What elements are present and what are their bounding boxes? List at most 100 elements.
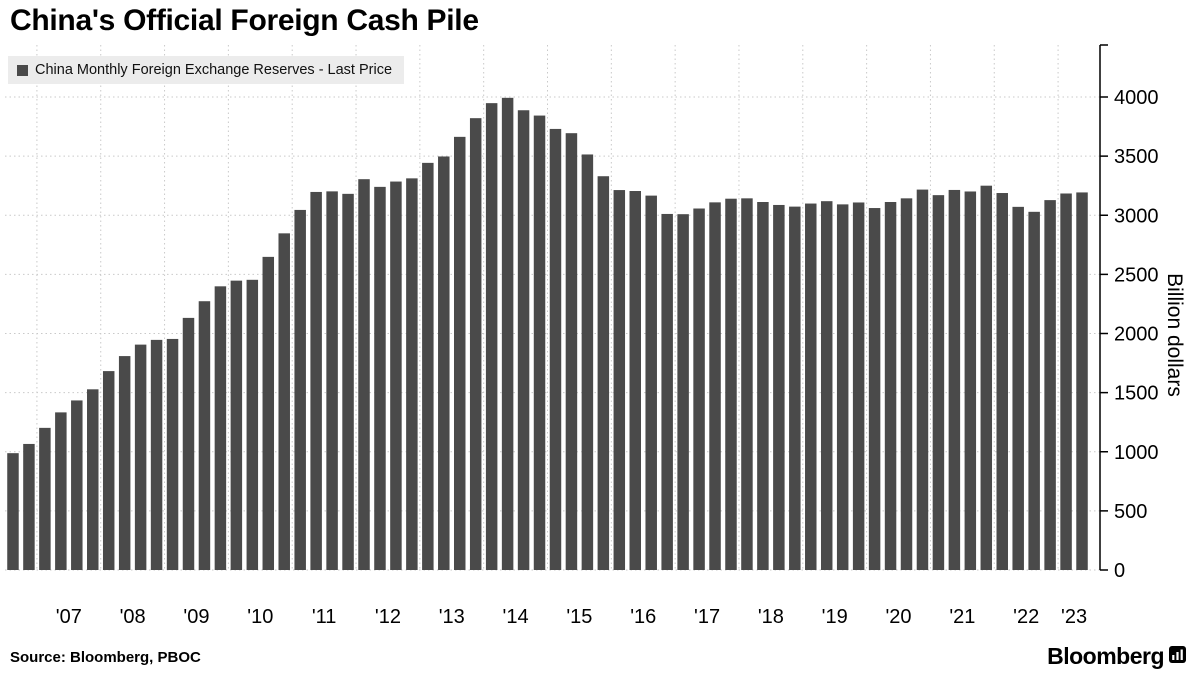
- bar: [342, 193, 354, 571]
- y-axis-tick-label: 500: [1114, 501, 1147, 523]
- bar: [150, 339, 163, 570]
- y-axis-tick-label: 3500: [1114, 146, 1159, 168]
- bloomberg-logo: Bloomberg: [1047, 643, 1186, 670]
- bar: [294, 209, 306, 570]
- bar: [39, 427, 51, 570]
- bar: [246, 279, 259, 570]
- bar: [485, 103, 498, 571]
- bar: [948, 189, 961, 570]
- x-axis-label: '10: [247, 606, 273, 628]
- y-axis-tick-label: 1500: [1114, 383, 1159, 405]
- bar: [677, 214, 689, 571]
- bar: [358, 179, 370, 570]
- bar: [166, 338, 179, 570]
- x-axis-label: '11: [312, 606, 337, 628]
- x-axis-label: '14: [503, 606, 529, 628]
- bar: [390, 181, 402, 570]
- bar: [789, 206, 801, 571]
- bar: [549, 128, 562, 570]
- bar: [1012, 206, 1024, 570]
- x-axis-label: '07: [56, 606, 82, 628]
- x-axis-label: '08: [120, 606, 146, 628]
- bar: [517, 110, 530, 570]
- bar: [1060, 193, 1072, 570]
- bar: [438, 156, 450, 571]
- x-axis-label: '16: [630, 606, 656, 628]
- y-axis-tick-label: 1000: [1114, 442, 1159, 464]
- bloomberg-chart-icon: [1169, 645, 1186, 668]
- bar: [597, 176, 610, 571]
- x-axis-label: '13: [439, 606, 465, 628]
- y-axis-tick-label: 4000: [1114, 87, 1159, 109]
- bar: [214, 286, 227, 570]
- bar: [836, 204, 849, 570]
- bar: [1028, 211, 1040, 571]
- bar: [900, 198, 913, 570]
- bar: [453, 136, 466, 570]
- bar: [71, 400, 83, 570]
- bar: [932, 195, 945, 570]
- bar: [102, 371, 115, 570]
- bar: [805, 203, 817, 570]
- bar: [422, 162, 434, 571]
- bar: [310, 191, 322, 570]
- page-title: China's Official Foreign Cash Pile: [10, 4, 479, 37]
- source-text: Source: Bloomberg, PBOC: [10, 649, 201, 666]
- x-axis-label: '22: [1013, 606, 1039, 628]
- bar: [406, 178, 418, 570]
- legend-label: China Monthly Foreign Exchange Reserves …: [35, 62, 393, 78]
- bar: [820, 201, 833, 570]
- bar: [182, 317, 195, 570]
- bar: [980, 185, 993, 570]
- bar: [709, 202, 721, 570]
- bar: [278, 233, 290, 570]
- bar: [87, 389, 99, 570]
- bar: [581, 154, 594, 571]
- bar-chart: 0 500 1000 1500 2000 2500 3000 3500 4000 '07 '08 '0…: [5, 44, 1186, 628]
- bar: [757, 202, 769, 571]
- bar: [326, 191, 338, 570]
- bar: [23, 443, 35, 570]
- y-axis-tick-label: 0: [1114, 560, 1125, 582]
- x-axis-label: '17: [694, 606, 720, 628]
- legend-marker-icon: [17, 64, 28, 76]
- y-axis-tick-label: 3000: [1114, 205, 1159, 227]
- bar: [262, 256, 275, 570]
- y-axis-tick-label: 2500: [1114, 264, 1159, 286]
- bar: [565, 133, 578, 570]
- x-axis-label: '09: [183, 606, 209, 628]
- bar: [230, 280, 243, 570]
- legend: China Monthly Foreign Exchange Reserves …: [8, 56, 405, 84]
- bar: [198, 301, 211, 570]
- x-axis-label: '19: [822, 606, 848, 628]
- y-axis-title: Billion dollars: [1163, 273, 1186, 397]
- bar: [1044, 200, 1056, 570]
- bar: [501, 97, 514, 570]
- bar: [996, 193, 1008, 571]
- x-axis-label: '12: [375, 606, 401, 628]
- bar: [693, 208, 705, 570]
- bar: [118, 356, 131, 570]
- x-axis-label: '23: [1061, 606, 1087, 628]
- y-axis-tick-label: 2000: [1114, 324, 1159, 346]
- bar: [916, 189, 929, 570]
- bar: [613, 190, 626, 570]
- bar: [629, 191, 642, 571]
- bar: [725, 198, 737, 570]
- bar: [868, 208, 881, 570]
- bar: [852, 202, 865, 570]
- bar: [884, 202, 897, 571]
- bar: [55, 412, 67, 570]
- bar: [964, 191, 977, 570]
- bar: [533, 115, 546, 570]
- bar: [1076, 192, 1088, 571]
- bar: [7, 453, 19, 570]
- bloomberg-wordmark: Bloomberg: [1047, 643, 1164, 669]
- bar: [741, 198, 753, 570]
- bar: [661, 213, 673, 570]
- bar: [374, 186, 386, 570]
- bar: [773, 204, 785, 570]
- x-axis-label: '15: [566, 606, 592, 628]
- bar: [469, 118, 482, 570]
